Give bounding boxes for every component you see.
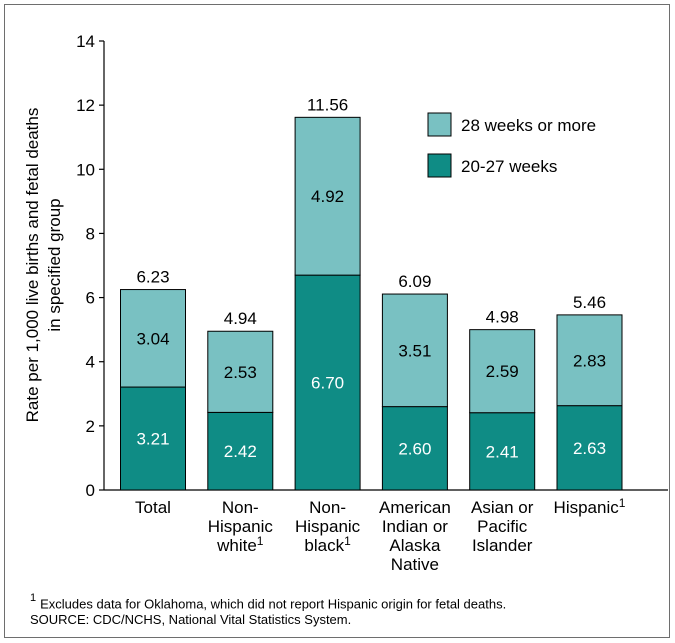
x-category-label: Asian or Pacific Islander	[471, 498, 534, 555]
segment-value-label: 2.60	[398, 439, 431, 458]
segment-value-label: 3.21	[136, 430, 169, 449]
x-category-label: Hispanic1	[554, 496, 626, 517]
bar-segment	[381, 406, 448, 491]
y-tick-label: 10	[76, 160, 95, 179]
segment-value-label: 2.63	[573, 439, 606, 458]
segment-value-label: 2.83	[573, 351, 606, 370]
y-tick-label: 14	[76, 32, 95, 51]
segment-value-label: 3.04	[136, 329, 169, 348]
bar-segment	[120, 289, 186, 388]
bar-segment	[556, 405, 623, 491]
bar-segment	[207, 330, 274, 413]
segment-value-label: 6.70	[311, 374, 344, 393]
x-category-label: Non-Hispanic white1	[208, 498, 274, 555]
bar-segment	[469, 329, 536, 414]
legend-label: 28 weeks or more	[461, 116, 596, 135]
y-tick-label: 4	[86, 353, 95, 372]
segment-value-label: 4.92	[311, 187, 344, 206]
y-tick-label: 2	[86, 417, 95, 436]
segment-value-label: 3.51	[398, 341, 431, 360]
bar-total-label: 6.23	[136, 268, 169, 287]
segment-value-label: 2.41	[486, 442, 519, 461]
bar-total-label: 6.09	[398, 272, 431, 291]
bar-segment	[294, 274, 361, 491]
segment-value-label: 2.53	[224, 363, 257, 382]
bar-segment	[294, 116, 361, 276]
bar-total-label: 5.46	[573, 293, 606, 312]
y-tick-label: 0	[86, 481, 95, 500]
bar-total-label: 4.98	[486, 308, 519, 327]
legend-swatch	[427, 153, 452, 178]
footnote-marker: 1	[30, 592, 37, 604]
source-note: SOURCE: CDC/NCHS, National Vital Statist…	[30, 612, 352, 627]
legend-label: 20-27 weeks	[461, 157, 557, 176]
bar-segment	[556, 314, 623, 407]
y-tick-label: 6	[86, 289, 95, 308]
bar-segment	[381, 293, 448, 408]
footnote-text: Excludes data for Oklahoma, which did no…	[40, 596, 507, 612]
legend-swatch	[427, 112, 452, 137]
segment-value-label: 2.59	[486, 362, 519, 381]
y-tick-label: 12	[76, 96, 95, 115]
x-category-label: Total	[135, 498, 171, 517]
segment-value-label: 2.42	[224, 442, 257, 461]
y-tick-label: 8	[86, 224, 95, 243]
chart-frame	[4, 4, 670, 638]
x-category-label: American Indian or Alaska Native	[379, 498, 451, 574]
bar-segment	[207, 411, 274, 491]
bar-segment	[469, 412, 536, 491]
y-axis-title: Rate per 1,000 live births and fetal dea…	[23, 108, 42, 423]
footnote: 1 Excludes data for Oklahoma, which did n…	[30, 592, 506, 612]
bar-total-label: 4.94	[224, 309, 257, 328]
x-category-label: Non-Hispanic black1	[295, 498, 361, 555]
y-axis-title: in specified group	[45, 198, 64, 331]
bar-total-label: 11.56	[307, 95, 348, 114]
stacked-bar-chart: 0 2 4 6 8 10 12 14 Rate per 1,000 live births an…	[23, 32, 668, 574]
bar-segment	[120, 386, 186, 491]
